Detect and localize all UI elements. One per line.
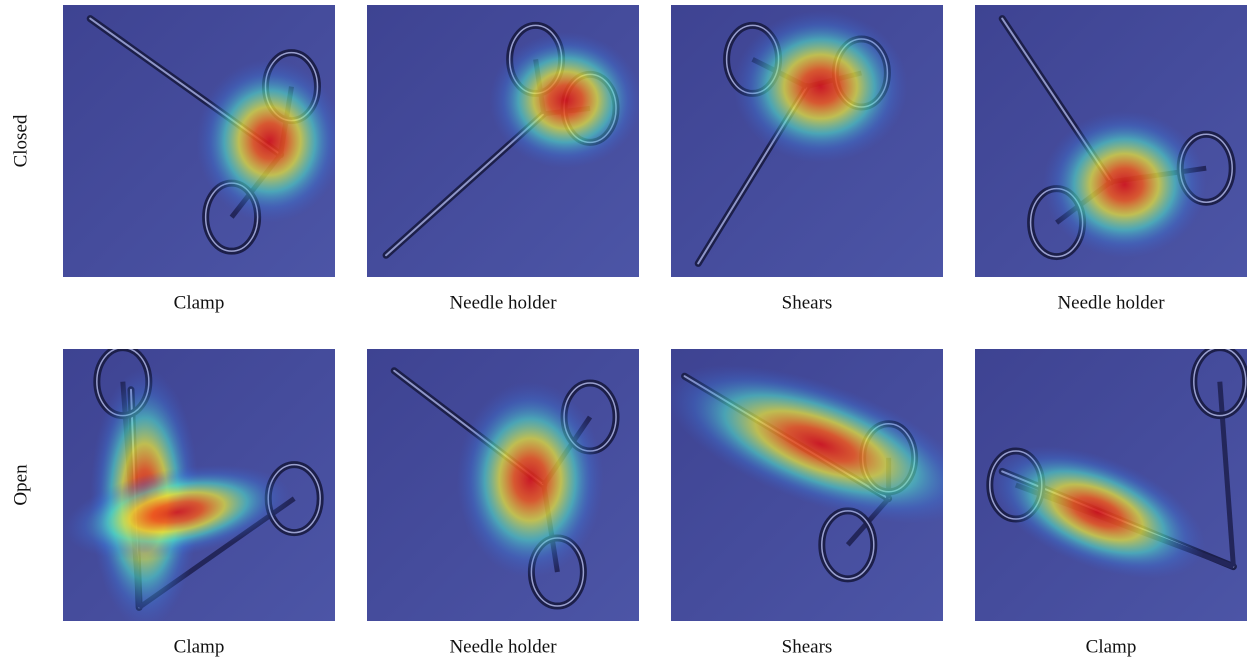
heatmap-blob — [457, 382, 604, 578]
heatmap-blob — [1043, 111, 1206, 258]
panel-content — [367, 349, 639, 621]
image-panel — [975, 5, 1247, 277]
heatmap-blob — [196, 59, 343, 222]
image-panel — [57, 348, 335, 630]
image-panel — [367, 5, 642, 277]
row-label: Closed — [10, 114, 31, 167]
heatmap-blob — [489, 32, 641, 168]
panel-content — [57, 348, 335, 630]
row-label: Open — [10, 464, 31, 506]
heatmap-blob — [734, 10, 908, 162]
caption: Needle holder — [449, 636, 557, 657]
caption: Needle holder — [449, 292, 557, 313]
caption: Clamp — [174, 636, 225, 657]
image-panel — [647, 332, 995, 621]
panel-content — [647, 332, 995, 621]
panel-content — [975, 5, 1247, 277]
caption: Shears — [782, 292, 833, 313]
caption: Needle holder — [1057, 292, 1165, 313]
image-panel — [671, 5, 943, 277]
panel-content — [63, 5, 343, 277]
panel-content — [367, 5, 642, 277]
caption: Clamp — [1086, 636, 1137, 657]
image-panel — [971, 348, 1247, 621]
figure: Closed Clamp Needle holder Shears Needle hol… — [0, 0, 1249, 662]
caption: Clamp — [174, 292, 225, 313]
caption: Shears — [782, 636, 833, 657]
image-panel — [63, 5, 343, 277]
panel-content — [971, 348, 1247, 621]
panel-content — [671, 5, 943, 277]
image-panel — [367, 349, 639, 621]
page: Closed Clamp Needle holder Shears Needle hol… — [0, 0, 1249, 662]
